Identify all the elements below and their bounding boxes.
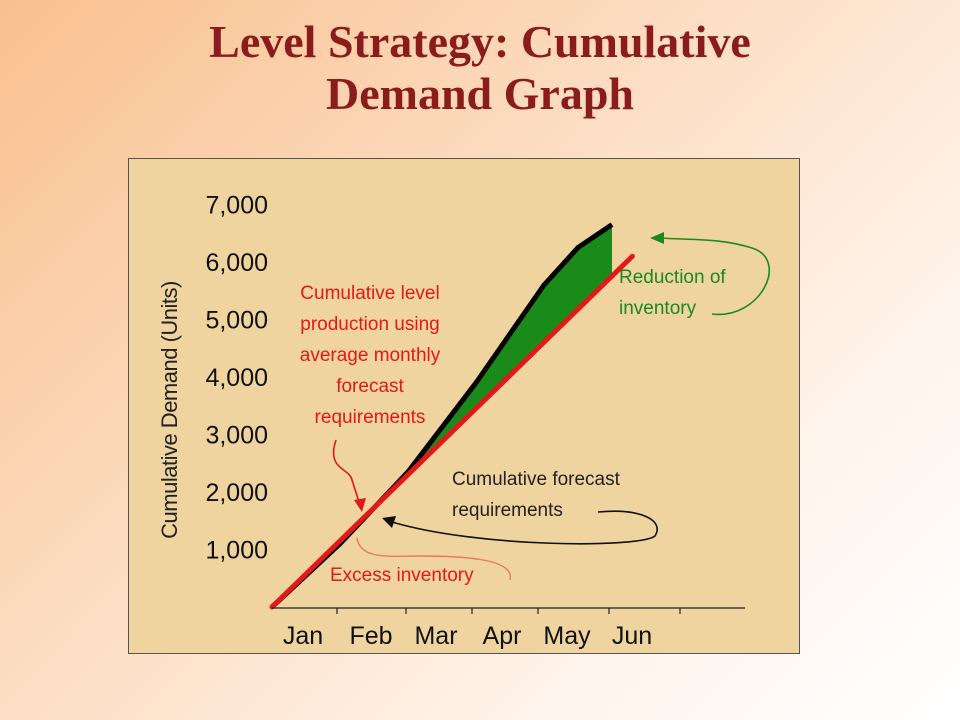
level-annotation-line: Cumulative level <box>300 283 440 304</box>
forecast-annotation-line: Cumulative forecast <box>452 469 620 490</box>
cumulative-level-production-line <box>269 253 635 610</box>
reduction-annotation-line: Reduction of <box>619 267 726 288</box>
y-tick-label: 7,000 <box>205 192 268 220</box>
y-tick-label: 1,000 <box>205 537 268 565</box>
reduction-arrowhead <box>650 232 664 244</box>
x-tick-label: Jan <box>283 622 323 650</box>
y-tick-label: 3,000 <box>205 422 268 450</box>
x-tick-label: Feb <box>349 622 392 650</box>
level-annotation-line: forecast <box>336 376 404 397</box>
y-tick-label: 5,000 <box>205 307 268 335</box>
level-annotation-line: requirements <box>314 407 426 428</box>
level-annotation-line: production using <box>300 314 440 335</box>
forecast-requirements-annotation: Cumulative forecast requirements <box>452 464 620 526</box>
excess-annotation-connector <box>356 537 511 581</box>
x-tick-label: Apr <box>483 622 522 650</box>
title-line-1: Level Strategy: Cumulative <box>209 16 751 67</box>
forecast-annotation-line: requirements <box>452 500 563 521</box>
reduction-inventory-area <box>375 224 612 507</box>
reduction-annotation-arrow <box>659 237 771 316</box>
forecast-arrowhead <box>382 516 396 528</box>
y-axis-label: Cumulative Demand (Units) <box>157 281 182 539</box>
y-tick-label: 6,000 <box>205 249 268 277</box>
level-production-annotation: Cumulative level production using averag… <box>282 278 458 433</box>
chart-title: Level Strategy: Cumulative Demand Graph <box>0 16 960 120</box>
level-annotation-line: average monthly <box>299 345 441 366</box>
title-line-2: Demand Graph <box>326 68 634 119</box>
y-tick-label: 4,000 <box>205 364 268 392</box>
level-arrowhead <box>354 498 366 512</box>
level-annotation-arrow <box>332 439 361 506</box>
x-tick-label: May <box>543 622 591 650</box>
reduction-inventory-annotation: Reduction of inventory <box>619 262 726 324</box>
excess-inventory-annotation: Excess inventory <box>330 565 474 586</box>
x-tick-label: Jun <box>612 622 652 650</box>
y-tick-label: 2,000 <box>205 479 268 507</box>
reduction-annotation-line: inventory <box>619 298 697 319</box>
forecast-annotation-arrow <box>391 510 658 545</box>
x-tick-label: Mar <box>414 622 457 650</box>
